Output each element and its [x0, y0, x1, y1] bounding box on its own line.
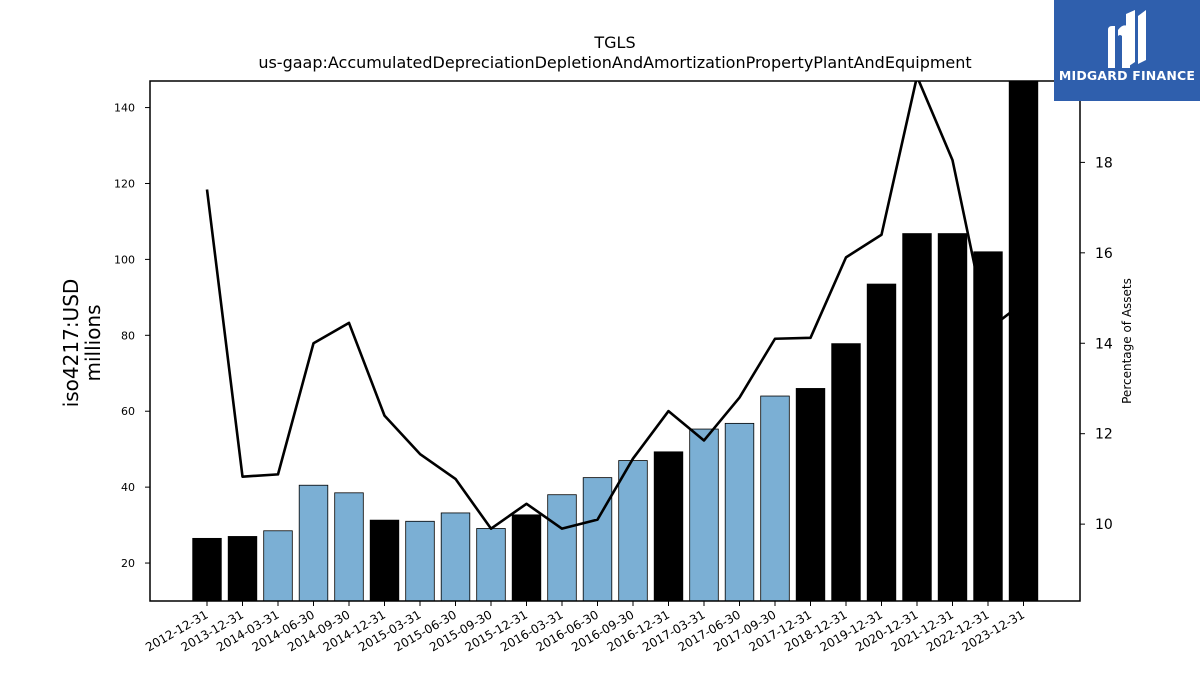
bar: [334, 492, 364, 602]
y-tick-label: 100: [114, 253, 135, 266]
bar: [795, 388, 826, 602]
left-axis: 20 40 60 80 100 120 140: [114, 102, 150, 570]
y2-axis-label: Percentage of Assets: [1120, 278, 1134, 404]
y-tick-label: 60: [121, 405, 135, 418]
y2-tick-label: 14: [1095, 336, 1113, 352]
bar: [831, 343, 861, 602]
logo-mark-icon: [1108, 10, 1146, 68]
y-tick-label: 20: [121, 557, 135, 570]
y-tick-label: 80: [121, 329, 135, 342]
bar: [689, 428, 719, 602]
right-axis: 10 12 14 16 18: [1080, 155, 1113, 533]
bar: [476, 528, 506, 602]
bar: [369, 519, 400, 602]
bar: [298, 484, 329, 602]
bar: [440, 512, 471, 602]
brand-logo: MIDGARD FINANCE: [1054, 0, 1200, 101]
x-axis: 2012-12-312013-12-312014-03-312014-06-30…: [143, 601, 1027, 654]
y2-tick-label: 10: [1095, 517, 1113, 533]
bar: [724, 422, 755, 602]
bar: [227, 536, 258, 602]
bar: [1008, 80, 1039, 602]
bar: [902, 233, 932, 602]
chart-subtitle: us-gaap:AccumulatedDepreciationDepletion…: [258, 53, 971, 72]
y2-tick-label: 18: [1095, 155, 1113, 171]
bar-series: [192, 80, 1039, 602]
bar: [192, 537, 222, 602]
plot-frame: [149, 80, 1081, 602]
y-tick-label: 40: [121, 481, 135, 494]
y-axis-label: iso4217:USDmillions: [59, 279, 105, 408]
line-path: [205, 81, 1025, 530]
bar: [866, 283, 897, 602]
y2-tick-label: 12: [1095, 427, 1113, 443]
bar: [547, 494, 577, 602]
line-series: [205, 81, 1025, 530]
bar: [582, 477, 613, 602]
chart-title: TGLS: [593, 33, 635, 52]
bar: [937, 233, 968, 602]
bar: [618, 460, 648, 602]
bar: [263, 530, 293, 602]
bar: [653, 451, 684, 602]
y-tick-label: 140: [114, 102, 135, 115]
bar: [511, 514, 542, 602]
y2-tick-label: 16: [1095, 246, 1113, 262]
logo-text: MIDGARD FINANCE: [1058, 68, 1196, 83]
y-tick-label: 120: [114, 177, 135, 190]
bar: [760, 395, 790, 602]
bar: [405, 520, 435, 602]
bar: [973, 251, 1003, 602]
